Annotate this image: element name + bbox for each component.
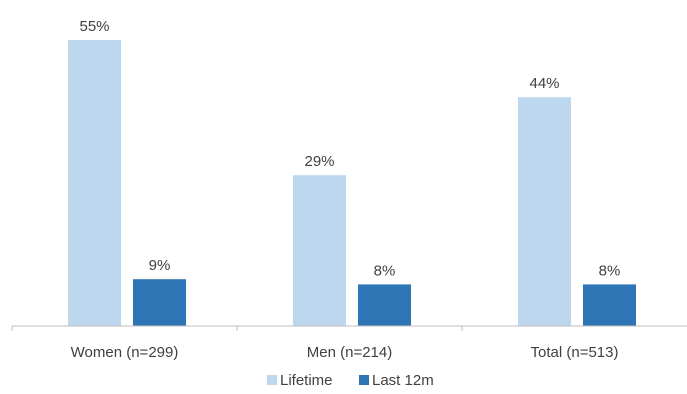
data-label: 29% <box>304 153 334 170</box>
data-label: 8% <box>599 262 621 279</box>
legend-swatch-lifetime <box>267 375 277 385</box>
bar-last-12m-1 <box>358 284 411 326</box>
bar-last-12m-2 <box>583 284 636 326</box>
category-label: Women (n=299) <box>71 344 179 361</box>
category-label: Men (n=214) <box>307 344 392 361</box>
legend: Lifetime Last 12m <box>267 372 434 389</box>
bar-last-12m-0 <box>133 279 186 326</box>
legend-swatch-last-12m <box>359 375 369 385</box>
bar-lifetime-0 <box>68 40 121 326</box>
bars-group <box>68 40 636 326</box>
bar-lifetime-1 <box>293 175 346 326</box>
data-label: 9% <box>149 257 171 274</box>
data-label: 44% <box>529 75 559 92</box>
data-labels-group: 55% 9% 29% 8% 44% 8% <box>79 18 620 279</box>
data-label: 55% <box>79 18 109 35</box>
bar-lifetime-2 <box>518 97 571 326</box>
category-label: Total (n=513) <box>531 344 619 361</box>
legend-label: Lifetime <box>280 372 333 389</box>
data-label: 8% <box>374 262 396 279</box>
category-labels-group: Women (n=299) Men (n=214) Total (n=513) <box>71 344 619 361</box>
x-axis-ticks <box>11 326 463 331</box>
legend-label: Last 12m <box>372 372 434 389</box>
